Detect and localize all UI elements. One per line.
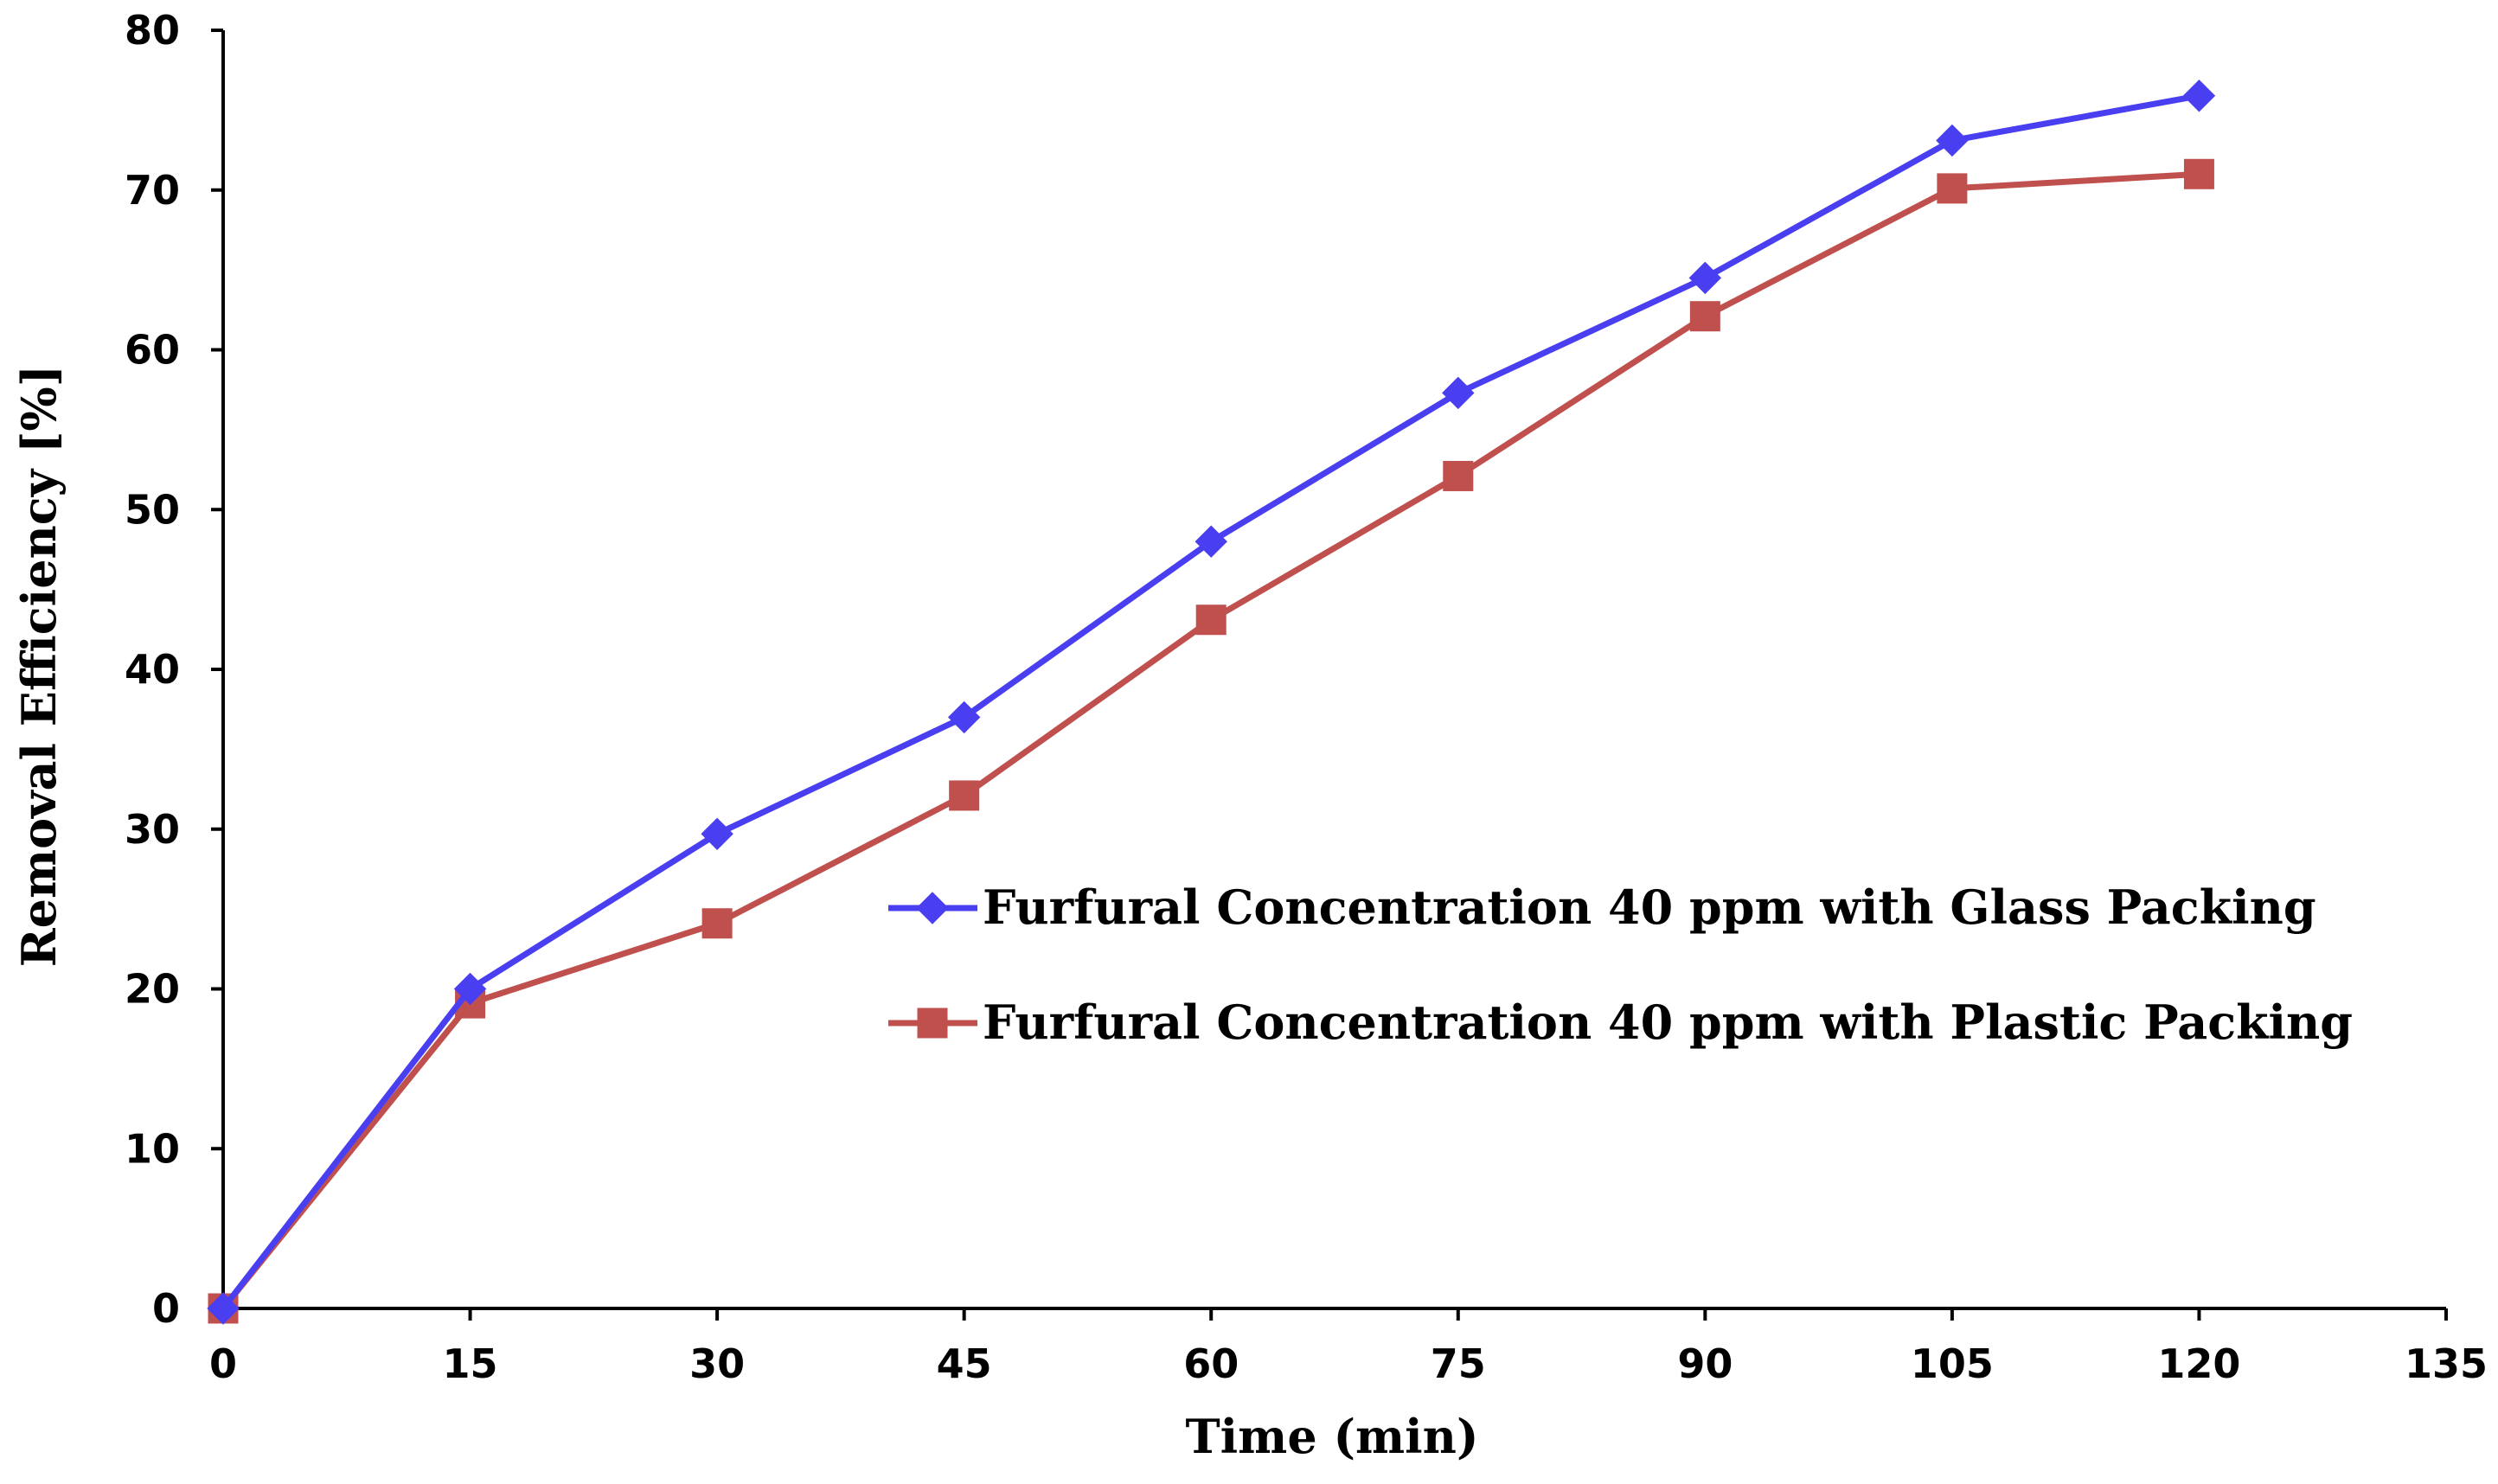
data-point-square — [2183, 158, 2214, 189]
data-point-diamond — [701, 817, 733, 850]
x-tick-label: 45 — [937, 1340, 992, 1387]
x-tick-label: 135 — [2405, 1340, 2488, 1387]
data-point-diamond — [2182, 80, 2216, 112]
x-tick-label: 0 — [209, 1340, 237, 1387]
data-point-square — [1443, 460, 1474, 491]
data-point-diamond — [207, 1292, 240, 1325]
legend: Furfural Concentration 40 ppm with Glass… — [888, 880, 2353, 1050]
data-point-square — [1937, 173, 1968, 204]
x-axis-title: Time (min) — [1185, 1409, 1478, 1464]
data-point-square — [1689, 301, 1720, 332]
y-tick-label: 30 — [125, 806, 180, 853]
legend-label: Furfural Concentration 40 ppm with Plast… — [983, 995, 2353, 1050]
data-point-diamond — [947, 700, 981, 734]
data-point-square — [949, 780, 980, 811]
y-tick-label: 10 — [125, 1125, 180, 1172]
legend-entry: Furfural Concentration 40 ppm with Glass… — [888, 880, 2316, 935]
y-tick-label: 0 — [152, 1285, 180, 1332]
x-tick-label: 90 — [1677, 1340, 1733, 1387]
y-tick-label: 70 — [125, 167, 180, 214]
data-point-diamond — [1936, 124, 1969, 157]
y-tick-label: 50 — [125, 486, 180, 533]
y-tick-label: 60 — [125, 327, 180, 374]
series-glass-packing — [207, 80, 2216, 1325]
data-point-diamond — [453, 972, 487, 1006]
x-tick-label: 30 — [689, 1340, 745, 1387]
data-point-diamond — [1688, 261, 1722, 295]
y-tick-label: 80 — [125, 7, 180, 54]
data-point-diamond — [1442, 376, 1475, 410]
data-point-square — [1195, 604, 1227, 636]
ticks: 0 15 30 45 60 75 90 105 120 135 0 10 20 30 40 50 60 70 80 — [125, 7, 2488, 1387]
y-axis-title: Removal Efficiency [%] — [11, 365, 67, 968]
x-tick-label: 120 — [2157, 1340, 2240, 1387]
axes — [221, 30, 2446, 1310]
series-plastic-packing — [208, 158, 2214, 1324]
data-point-diamond — [1195, 525, 1227, 558]
legend-marker — [917, 1007, 948, 1039]
x-tick-label: 60 — [1183, 1340, 1239, 1387]
x-tick-label: 15 — [443, 1340, 498, 1387]
y-tick-label: 40 — [125, 646, 180, 693]
series-line — [221, 170, 2200, 1311]
data-point-square — [701, 908, 733, 939]
legend-entry: Furfural Concentration 40 ppm with Plast… — [888, 995, 2353, 1050]
legend-marker — [916, 892, 949, 924]
x-tick-label: 105 — [1911, 1340, 1994, 1387]
y-tick-label: 20 — [125, 966, 180, 1013]
series — [207, 80, 2216, 1325]
legend-label: Furfural Concentration 40 ppm with Glass… — [983, 880, 2316, 935]
series-line — [221, 93, 2200, 1311]
x-tick-label: 75 — [1431, 1340, 1486, 1387]
